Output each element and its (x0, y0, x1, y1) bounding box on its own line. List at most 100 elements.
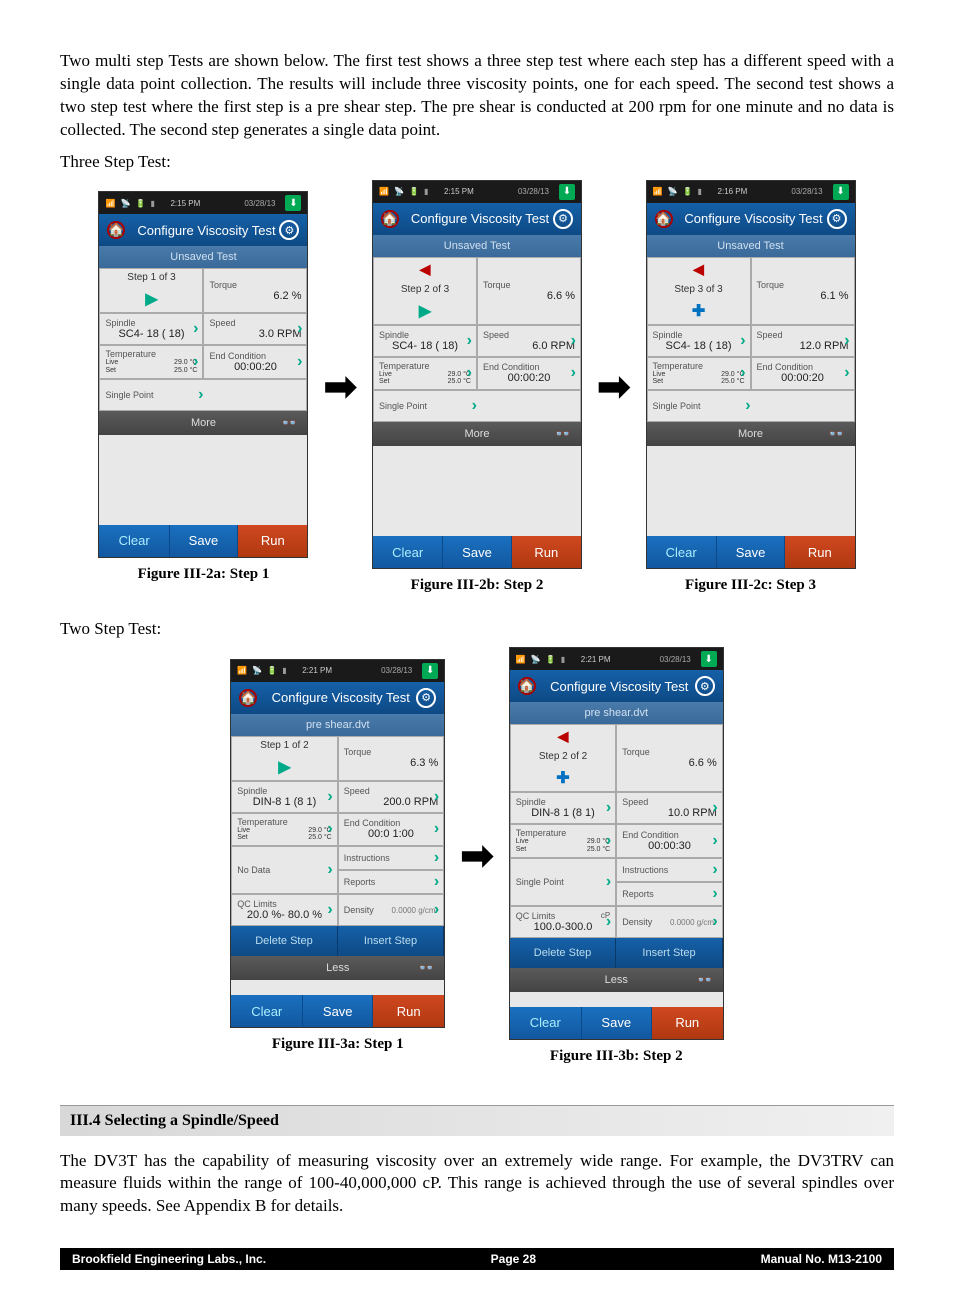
save-button[interactable]: Save (169, 525, 238, 557)
instructions-cell[interactable]: Instructions› (616, 858, 723, 882)
chevron-right-icon: › (327, 788, 332, 806)
signal-icon: 📶 (653, 186, 665, 198)
step-indicator[interactable]: Step 1 of 2▶ (231, 736, 338, 781)
speed-cell[interactable]: Speed200.0 RPM› (338, 781, 445, 813)
plus-icon[interactable]: ✚ (556, 768, 569, 788)
chevron-left-icon[interactable]: ◀ (693, 261, 704, 278)
wifi-icon: 📡 (531, 653, 543, 665)
density-cell[interactable]: Density0.0000 g/cm³› (616, 906, 723, 938)
save-button[interactable]: Save (302, 995, 373, 1027)
gear-icon[interactable]: ⚙ (553, 209, 573, 229)
torque-cell[interactable]: Torque6.6 % (477, 257, 581, 325)
spindle-cell[interactable]: SpindleDIN-8 1 (8 1)› (231, 781, 338, 813)
data-cell[interactable]: No Data› (231, 846, 338, 894)
speed-cell[interactable]: Speed10.0 RPM› (616, 792, 723, 824)
chevron-right-icon[interactable]: ▶ (278, 757, 290, 777)
single-point-cell[interactable]: Single Point› (373, 390, 581, 422)
gear-icon[interactable]: ⚙ (695, 676, 715, 696)
run-button[interactable]: Run (373, 995, 444, 1027)
density-cell[interactable]: Density0.0000 g/cm³› (338, 894, 445, 926)
spindle-cell[interactable]: SpindleSC4- 18 ( 18)› (99, 313, 203, 345)
more-bar[interactable]: More👓 (647, 422, 855, 446)
gear-icon[interactable]: ⚙ (279, 220, 299, 240)
torque-cell[interactable]: Torque6.3 % (338, 736, 445, 781)
status-date: 03/28/13 (518, 187, 549, 196)
spindle-cell[interactable]: SpindleSC4- 18 ( 18)› (647, 325, 751, 357)
clear-button[interactable]: Clear (647, 536, 716, 568)
reports-cell[interactable]: Reports› (338, 870, 445, 894)
single-point-cell[interactable]: Single Point› (647, 390, 855, 422)
spindle-cell[interactable]: SpindleSC4- 18 ( 18)› (373, 325, 477, 357)
chevron-left-icon[interactable]: ◀ (558, 728, 569, 745)
gear-icon[interactable]: ⚙ (827, 209, 847, 229)
figure-caption: Figure III-2b: Step 2 (411, 577, 544, 594)
save-button[interactable]: Save (716, 536, 785, 568)
temperature-cell[interactable]: TemperatureLiveSet29.0 °C25.0 °C› (231, 813, 338, 846)
download-icon: ⬇ (701, 651, 717, 667)
run-button[interactable]: Run (238, 525, 307, 557)
chevron-left-icon[interactable]: ◀ (420, 261, 431, 278)
end-condition-cell[interactable]: End Condition00:00:20› (751, 357, 855, 390)
spindle-cell[interactable]: SpindleDIN-8 1 (8 1)› (510, 792, 617, 824)
speed-cell[interactable]: Speed12.0 RPM› (751, 325, 855, 357)
save-button[interactable]: Save (442, 536, 511, 568)
chevron-right-icon: › (571, 364, 576, 382)
clear-button[interactable]: Clear (510, 1007, 581, 1039)
temperature-cell[interactable]: TemperatureLiveSet29.0 °C25.0 °C› (99, 345, 203, 378)
gear-icon[interactable]: ⚙ (416, 688, 436, 708)
subheader: Unsaved Test (647, 235, 855, 257)
clear-button[interactable]: Clear (99, 525, 168, 557)
home-icon[interactable]: 🏠 (381, 210, 399, 228)
antenna-icon: ▮ (561, 653, 573, 665)
insert-step-button[interactable]: Insert Step (616, 938, 723, 968)
subheader: Unsaved Test (373, 235, 581, 257)
less-bar[interactable]: Less👓 (231, 956, 444, 980)
temperature-cell[interactable]: TemperatureLiveSet29.0 °C25.0 °C› (510, 824, 617, 857)
data-cell[interactable]: Single Point› (510, 858, 617, 906)
delete-step-button[interactable]: Delete Step (510, 938, 617, 968)
chevron-right-icon[interactable]: ▶ (419, 301, 431, 321)
qc-limits-cell[interactable]: QC LimitscP100.0-300.0› (510, 906, 617, 938)
clear-button[interactable]: Clear (373, 536, 442, 568)
save-button[interactable]: Save (581, 1007, 652, 1039)
insert-step-button[interactable]: Insert Step (338, 926, 445, 956)
more-bar[interactable]: More👓 (373, 422, 581, 446)
instructions-cell[interactable]: Instructions› (338, 846, 445, 870)
less-bar[interactable]: Less👓 (510, 968, 723, 992)
torque-cell[interactable]: Torque6.1 % (751, 257, 855, 325)
battery-icon: 🔋 (409, 186, 421, 198)
step-indicator[interactable]: ◀Step 2 of 2✚ (510, 724, 617, 792)
clear-button[interactable]: Clear (231, 995, 302, 1027)
home-icon[interactable]: 🏠 (239, 689, 257, 707)
qc-limits-cell[interactable]: QC Limits20.0 %- 80.0 %› (231, 894, 338, 926)
end-condition-cell[interactable]: End Condition00:00:20› (203, 345, 307, 378)
home-icon[interactable]: 🏠 (655, 210, 673, 228)
chevron-right-icon[interactable]: ▶ (145, 289, 157, 309)
speed-cell[interactable]: Speed6.0 RPM› (477, 325, 581, 357)
step-indicator[interactable]: ◀Step 2 of 3▶ (373, 257, 477, 325)
status-bar: 📶📡🔋▮ 2:15 PM 03/28/13 ⬇ (99, 192, 307, 214)
run-button[interactable]: Run (512, 536, 581, 568)
status-bar: 📶📡🔋▮ 2:21 PM 03/28/13 ⬇ (231, 660, 444, 682)
reports-cell[interactable]: Reports› (616, 882, 723, 906)
run-button[interactable]: Run (785, 536, 854, 568)
speed-cell[interactable]: Speed3.0 RPM› (203, 313, 307, 345)
run-button[interactable]: Run (652, 1007, 723, 1039)
torque-cell[interactable]: Torque6.6 % (616, 724, 723, 792)
home-icon[interactable]: 🏠 (107, 221, 125, 239)
step-indicator[interactable]: Step 1 of 3 ▶ (99, 268, 203, 313)
delete-step-button[interactable]: Delete Step (231, 926, 338, 956)
end-condition-cell[interactable]: End Condition00:00:20› (477, 357, 581, 390)
step-label: Step 1 of 3 (127, 272, 175, 283)
chevron-right-icon: › (434, 901, 439, 919)
torque-cell[interactable]: Torque6.2 % (203, 268, 307, 313)
more-bar[interactable]: More👓 (99, 411, 307, 435)
temperature-cell[interactable]: TemperatureLiveSet29.0 °C25.0 °C› (373, 357, 477, 390)
end-condition-cell[interactable]: End Condition00:00:30› (616, 824, 723, 857)
temperature-cell[interactable]: TemperatureLiveSet29.0 °C25.0 °C› (647, 357, 751, 390)
end-condition-cell[interactable]: End Condition00:0 1:00› (338, 813, 445, 846)
home-icon[interactable]: 🏠 (518, 677, 536, 695)
step-indicator[interactable]: ◀Step 3 of 3✚ (647, 257, 751, 325)
plus-icon[interactable]: ✚ (692, 301, 705, 321)
single-point-cell[interactable]: Single Point› (99, 379, 307, 411)
